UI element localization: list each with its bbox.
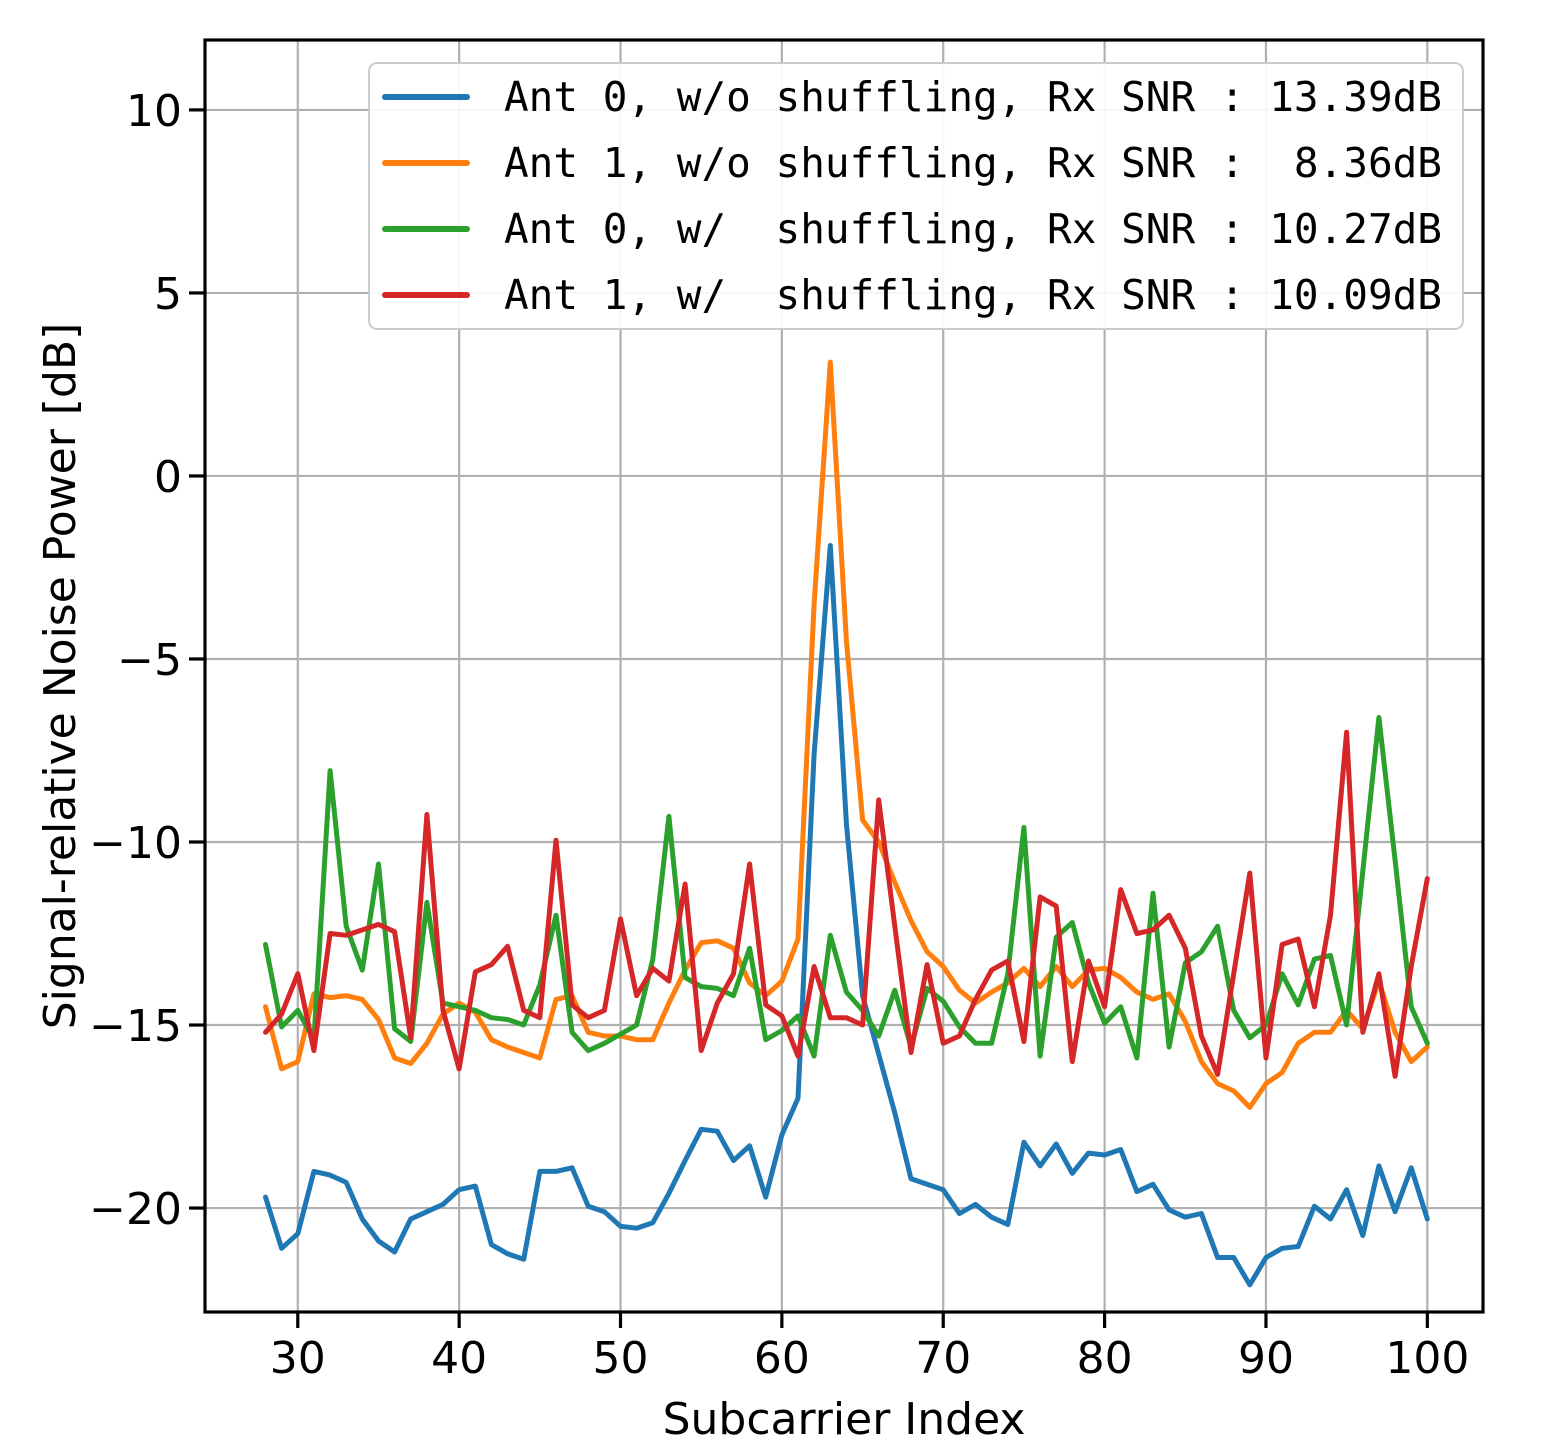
axis-ticks xyxy=(189,108,1429,1328)
y-tick-label: −15 xyxy=(89,1001,182,1052)
legend-entry: Ant 1, w/ shuffling, Rx SNR : 10.09dB xyxy=(370,262,1462,328)
legend-line-sample xyxy=(382,292,470,298)
plot-border xyxy=(203,38,1485,1314)
y-tick-label: −20 xyxy=(89,1184,182,1235)
x-tick-label: 100 xyxy=(1385,1333,1469,1384)
y-tick-label: −5 xyxy=(117,635,182,686)
legend-line-sample xyxy=(382,94,470,100)
legend-entry-label: Ant 1, w/ shuffling, Rx SNR : 10.09dB xyxy=(504,270,1442,319)
x-tick-label: 50 xyxy=(593,1333,649,1384)
x-tick-label: 90 xyxy=(1238,1333,1294,1384)
series-line xyxy=(263,729,1430,1079)
x-tick-label: 30 xyxy=(270,1333,326,1384)
series-line xyxy=(263,715,1430,1061)
series-lines xyxy=(263,359,1430,1288)
legend-entry-label: Ant 1, w/o shuffling, Rx SNR : 8.36dB xyxy=(504,138,1442,187)
legend-entry: Ant 0, w/o shuffling, Rx SNR : 13.39dB xyxy=(370,64,1462,130)
y-tick-label: 10 xyxy=(126,86,182,137)
y-tick-label: 5 xyxy=(154,269,182,320)
legend-entry: Ant 0, w/ shuffling, Rx SNR : 10.27dB xyxy=(370,196,1462,262)
x-tick-labels: 30 40 50 60 70 80 90 100 xyxy=(270,1333,1470,1384)
x-tick-label: 70 xyxy=(915,1333,971,1384)
legend-entry-label: Ant 0, w/o shuffling, Rx SNR : 13.39dB xyxy=(504,72,1442,121)
legend-line-sample xyxy=(382,160,470,166)
y-tick-labels: 10 5 0 −5 −10 −15 −20 xyxy=(89,86,182,1235)
series-line xyxy=(263,543,1430,1288)
series-line xyxy=(263,359,1430,1110)
y-axis-label: Signal-relative Noise Power [dB] xyxy=(35,323,86,1030)
legend-entry-label: Ant 0, w/ shuffling, Rx SNR : 10.27dB xyxy=(504,204,1442,253)
legend-line-sample xyxy=(382,226,470,232)
x-tick-label: 40 xyxy=(431,1333,487,1384)
x-tick-label: 60 xyxy=(754,1333,810,1384)
legend: Ant 0, w/o shuffling, Rx SNR : 13.39dB An… xyxy=(368,62,1464,330)
x-tick-label: 80 xyxy=(1077,1333,1133,1384)
y-tick-label: −10 xyxy=(89,818,182,869)
legend-entry: Ant 1, w/o shuffling, Rx SNR : 8.36dB xyxy=(370,130,1462,196)
x-axis-label: Subcarrier Index xyxy=(663,1394,1026,1445)
y-tick-label: 0 xyxy=(154,452,182,503)
